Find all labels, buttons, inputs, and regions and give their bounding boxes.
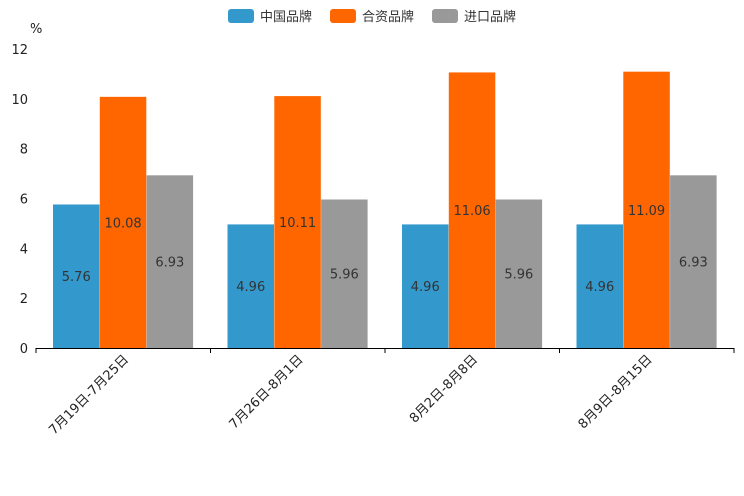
bar-china-brand-1[interactable]: [53, 204, 100, 348]
bar-china-brand-4[interactable]: [576, 224, 624, 348]
bar-china-brand-3[interactable]: [402, 224, 449, 348]
y-tick-label: 0: [20, 342, 28, 357]
y-tick-label: 12: [11, 43, 28, 58]
bar-value-label: 5.96: [330, 268, 359, 283]
bar-china-brand-2[interactable]: [227, 224, 275, 348]
bar-value-label: 10.11: [279, 216, 316, 231]
x-category-label: 7月19日-7月25日: [46, 352, 132, 438]
bar-imported-brand-1[interactable]: [146, 175, 194, 348]
bar-value-label: 11.09: [628, 204, 665, 219]
y-axis-unit-label: %: [30, 22, 42, 37]
bar-value-label: 5.76: [62, 270, 91, 285]
y-tick-label: 4: [20, 242, 28, 257]
y-axis: 0 2 4 6 8 10 12: [11, 43, 28, 357]
bar-imported-brand-4[interactable]: [670, 175, 717, 348]
bar-series-group: [53, 71, 717, 349]
legend-swatch-imported-brand: [432, 8, 458, 23]
bar-value-label: 4.96: [585, 280, 614, 295]
legend-item-china-brand[interactable]: 中国品牌: [227, 6, 312, 25]
bar-value-label: 10.08: [104, 216, 141, 231]
x-category-label: 8月9日-8月15日: [576, 352, 656, 432]
bar-joint-venture-brand-1[interactable]: [99, 96, 147, 348]
x-category-label: 8月2日-8月8日: [407, 352, 481, 426]
bar-joint-venture-brand-2[interactable]: [274, 96, 321, 348]
legend-label-joint-venture-brand: 合资品牌: [361, 10, 414, 25]
bar-value-label: 6.93: [679, 256, 708, 271]
legend-item-joint-venture-brand[interactable]: 合资品牌: [329, 6, 414, 25]
chart-legend: 中国品牌 合资品牌 进口品牌: [0, 6, 744, 25]
bar-joint-venture-brand-4[interactable]: [623, 71, 670, 348]
legend-swatch-joint-venture-brand: [329, 8, 356, 23]
legend-item-imported-brand[interactable]: 进口品牌: [432, 6, 516, 25]
bar-value-label: 6.93: [155, 256, 184, 271]
bar-imported-brand-3[interactable]: [495, 199, 543, 348]
y-tick-label: 2: [20, 292, 28, 307]
y-tick-label: 8: [20, 143, 28, 158]
legend-swatch-china-brand: [227, 8, 254, 23]
bar-value-label: 11.06: [453, 204, 490, 219]
bar-value-label: 4.96: [236, 280, 265, 295]
x-category-label: 7月26日-8月1日: [227, 352, 307, 432]
y-tick-label: 6: [20, 193, 28, 208]
legend-label-china-brand: 中国品牌: [259, 10, 312, 25]
legend-label-imported-brand: 进口品牌: [464, 10, 517, 25]
bar-imported-brand-2[interactable]: [321, 199, 368, 348]
y-tick-label: 10: [11, 93, 28, 108]
bar-data-labels: 5.76 10.08 6.93 4.96 10.11 5.96 4.96 11.06 5.96 4…: [62, 204, 708, 295]
bar-value-label: 4.96: [411, 280, 440, 295]
bar-joint-venture-brand-3[interactable]: [448, 72, 496, 349]
bar-value-label: 5.96: [504, 268, 533, 283]
x-axis: 7月19日-7月25日 7月26日-8月1日 8月2日-8月8日 8月9日-8月15日: [35, 348, 735, 438]
